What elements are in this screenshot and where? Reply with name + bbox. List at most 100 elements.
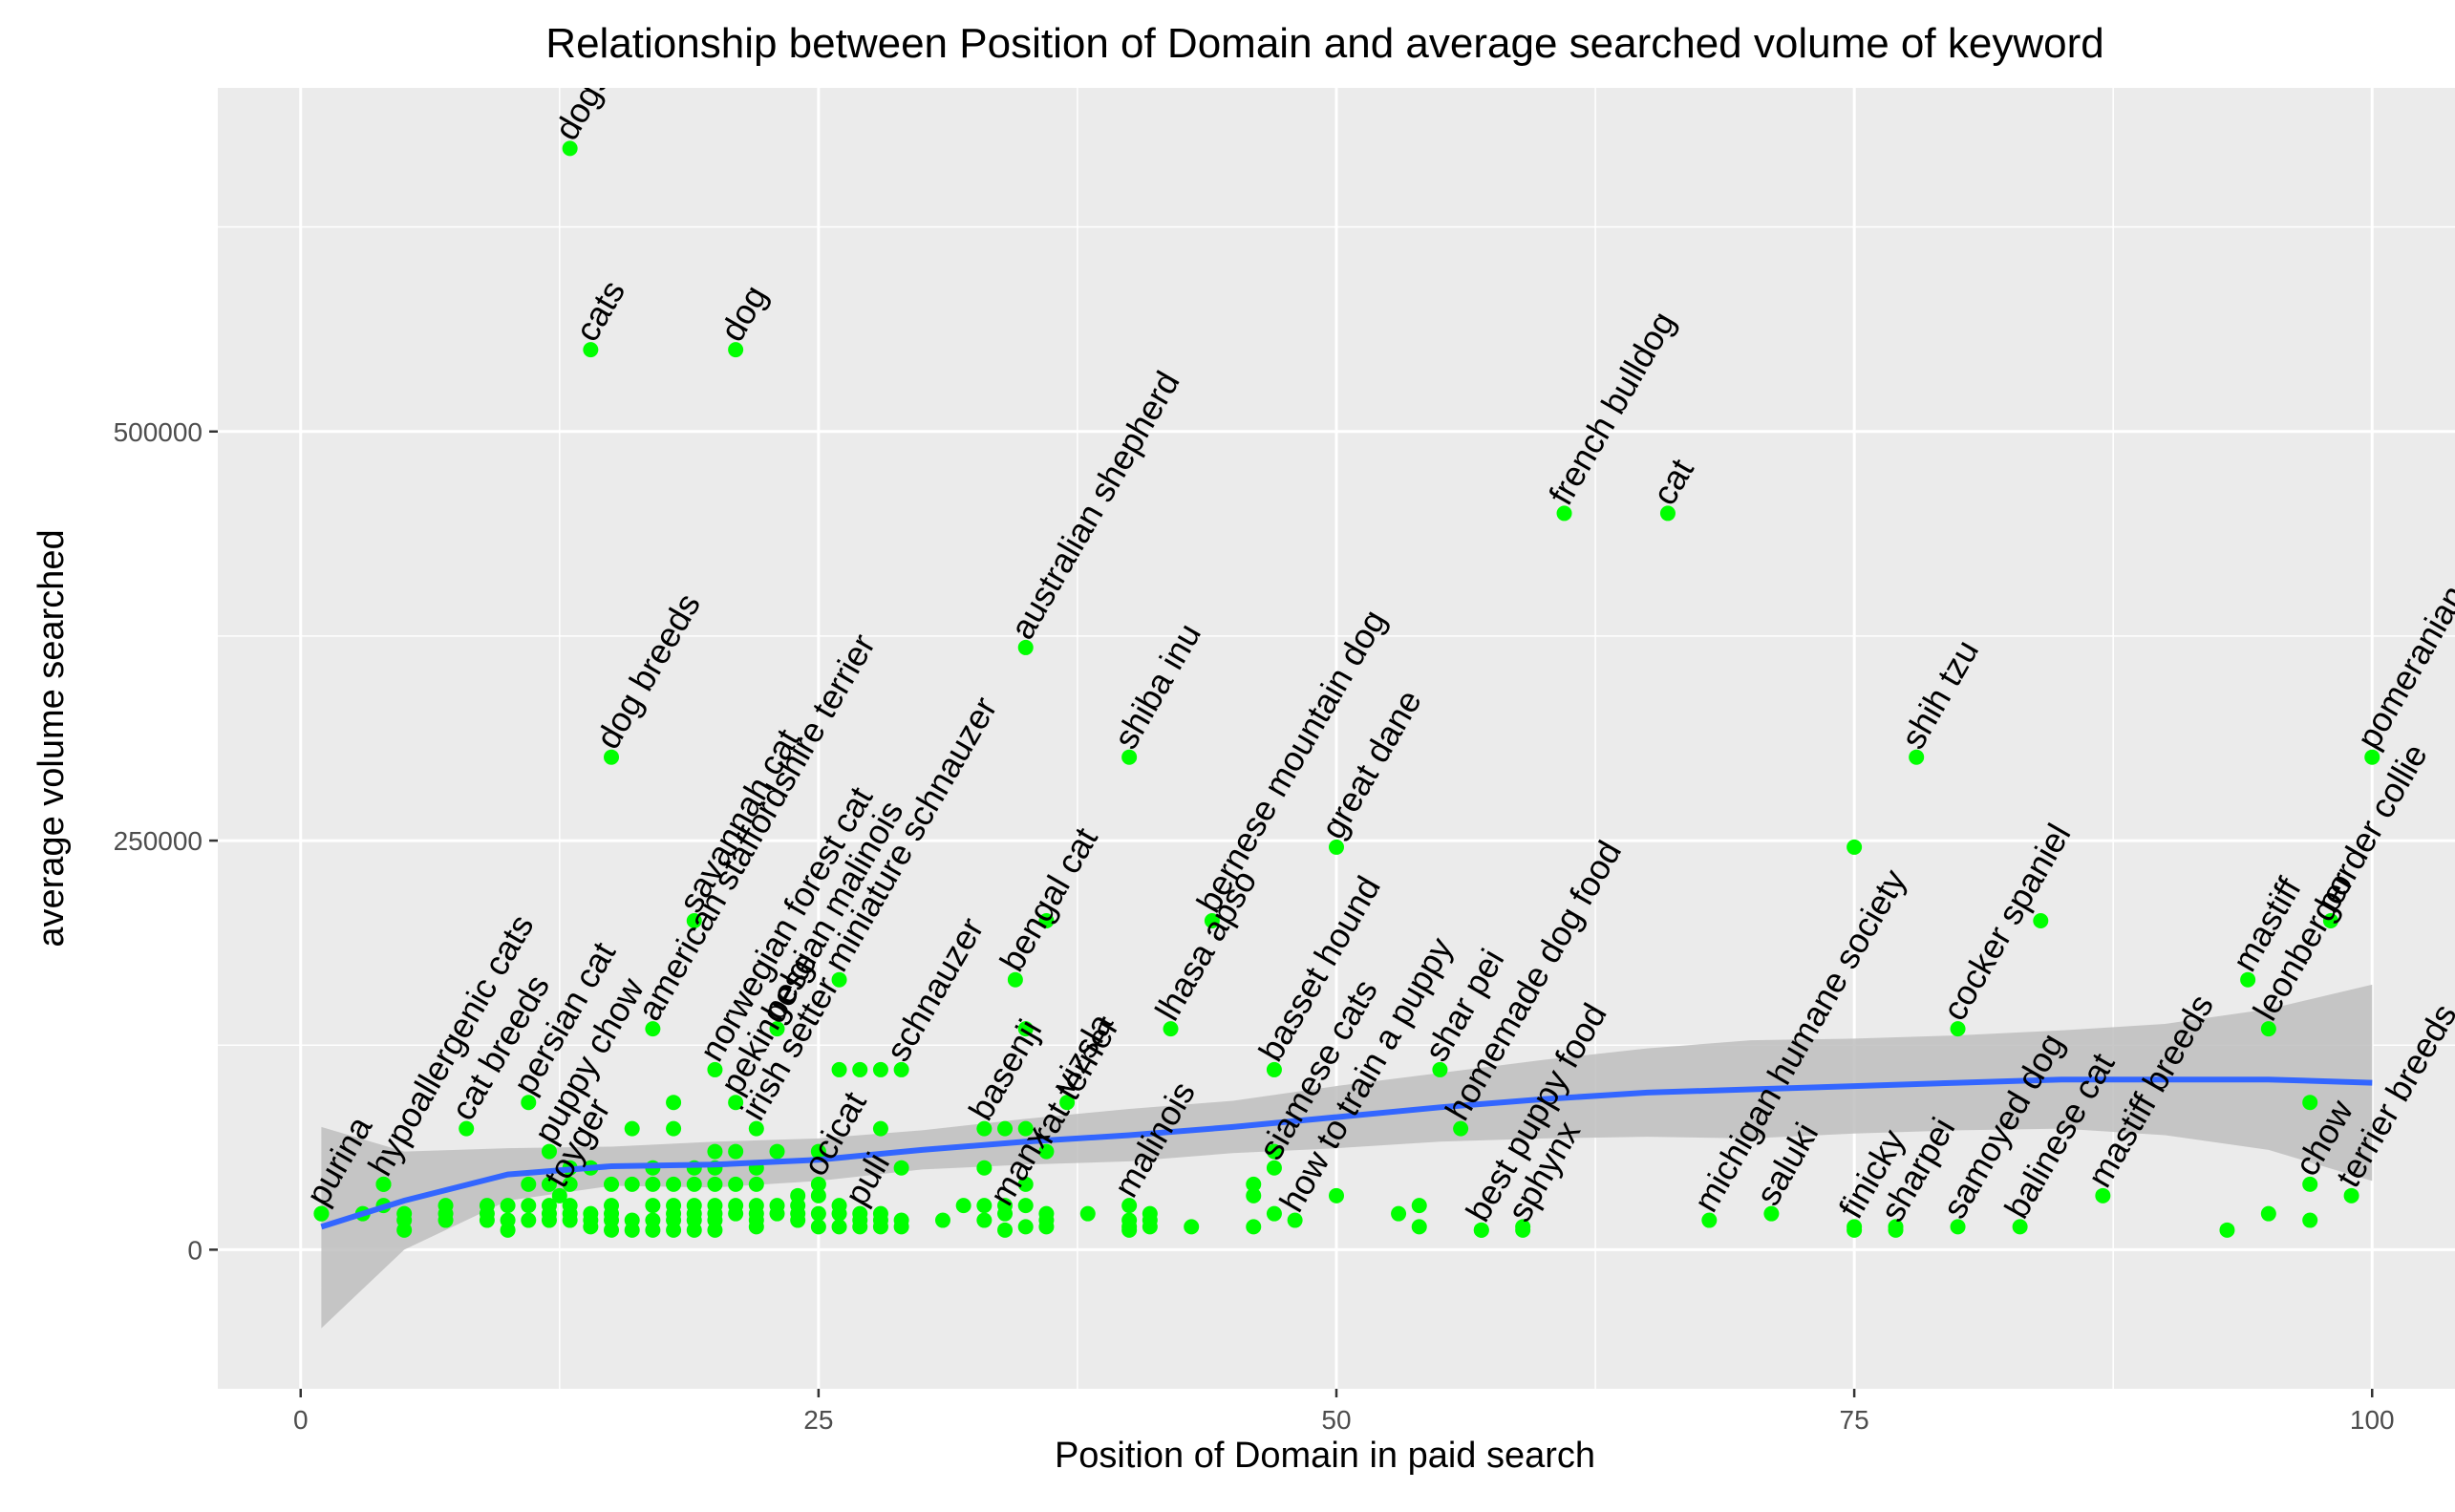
data-point — [1121, 1212, 1138, 1228]
data-point — [1266, 1205, 1282, 1222]
data-point — [624, 1176, 640, 1192]
data-point — [1017, 1219, 1034, 1235]
data-point — [707, 1143, 723, 1160]
data-point — [2302, 1212, 2318, 1228]
labeled-data-point — [1266, 1160, 1282, 1176]
labeled-data-point — [541, 1143, 557, 1160]
y-axis-ticks: 0 250000 500000 — [114, 417, 218, 1265]
labeled-data-point — [810, 1176, 826, 1192]
labeled-data-point — [1038, 1143, 1055, 1160]
data-point — [500, 1198, 516, 1214]
labeled-data-point — [2302, 1176, 2318, 1192]
data-point — [976, 1160, 993, 1176]
data-point — [810, 1205, 826, 1222]
labeled-data-point — [1950, 1219, 1966, 1235]
labeled-data-point — [2240, 971, 2256, 988]
data-point — [1329, 1187, 1344, 1203]
data-point — [2219, 1222, 2235, 1238]
y-tick-label: 0 — [187, 1235, 203, 1265]
data-point — [728, 1143, 744, 1160]
labeled-data-point — [1287, 1212, 1303, 1228]
labeled-data-point — [1163, 1021, 1179, 1037]
labeled-data-point — [583, 342, 599, 358]
data-point — [976, 1198, 993, 1214]
data-point — [1411, 1219, 1427, 1235]
data-point — [1246, 1176, 1262, 1192]
data-point — [872, 1205, 888, 1222]
labeled-data-point — [2322, 913, 2338, 929]
data-point — [645, 1198, 661, 1214]
data-point — [541, 1176, 557, 1192]
data-point — [831, 1198, 847, 1214]
labeled-data-point — [1659, 505, 1676, 522]
data-point — [769, 1198, 785, 1214]
data-point — [541, 1198, 557, 1214]
data-point — [666, 1095, 682, 1111]
data-point — [396, 1205, 413, 1222]
labeled-data-point — [1763, 1205, 1780, 1222]
data-point — [893, 1212, 909, 1228]
data-point — [1266, 1143, 1282, 1160]
data-point — [810, 1187, 826, 1203]
labeled-data-point — [1950, 1021, 1966, 1037]
data-point — [562, 1176, 578, 1192]
x-axis-ticks: 0 25 50 75 100 — [293, 1389, 2395, 1435]
labeled-data-point — [1329, 839, 1344, 855]
labeled-data-point — [707, 1061, 723, 1077]
data-point — [2302, 1095, 2318, 1111]
smooth-line-layer — [320, 1076, 2373, 1230]
labeled-data-point — [1515, 1222, 1531, 1238]
labeled-data-point — [997, 1205, 1014, 1222]
labeled-data-point — [1556, 505, 1572, 522]
confidence-band-layer — [321, 984, 2373, 1329]
data-point — [583, 1205, 599, 1222]
labeled-data-point — [1007, 971, 1023, 988]
data-point — [1079, 1205, 1096, 1222]
labeled-data-point — [1121, 1198, 1138, 1214]
data-point — [997, 1120, 1014, 1137]
labeled-data-point — [1701, 1212, 1718, 1228]
data-point — [728, 1176, 744, 1192]
confidence-band — [321, 984, 2373, 1329]
labeled-data-point — [1432, 1061, 1448, 1077]
labeled-data-point — [1266, 1061, 1282, 1077]
x-tick-label: 0 — [293, 1405, 309, 1435]
data-point — [666, 1198, 682, 1214]
labeled-data-point — [2095, 1187, 2111, 1203]
data-point — [872, 1120, 888, 1137]
data-point — [1246, 1187, 1262, 1203]
data-point — [521, 1176, 537, 1192]
labeled-data-point — [1473, 1222, 1489, 1238]
labeled-data-point — [1204, 913, 1220, 929]
data-point — [790, 1187, 806, 1203]
data-point — [1017, 1176, 1034, 1192]
labeled-data-point — [2364, 749, 2380, 765]
labeled-data-point — [604, 749, 620, 765]
labeled-data-point — [728, 1095, 744, 1111]
labeled-data-point — [551, 1187, 567, 1203]
labeled-data-point — [728, 342, 744, 358]
labeled-data-point — [2012, 1219, 2028, 1235]
labeled-data-point — [748, 1120, 764, 1137]
y-tick-label: 500000 — [114, 417, 203, 447]
data-point — [1017, 1198, 1034, 1214]
data-point — [1017, 1120, 1034, 1137]
labeled-data-point — [1059, 1095, 1076, 1111]
x-tick-label: 75 — [1840, 1405, 1869, 1435]
data-point — [748, 1176, 764, 1192]
labeled-data-point — [831, 971, 847, 988]
data-point — [831, 1219, 847, 1235]
labeled-data-point — [1847, 1219, 1863, 1235]
labeled-data-point — [976, 1120, 993, 1137]
data-point — [769, 1143, 785, 1160]
data-point — [1017, 1021, 1034, 1037]
x-tick-label: 50 — [1321, 1405, 1351, 1435]
data-point — [1246, 1219, 1262, 1235]
data-point — [810, 1143, 826, 1160]
data-point — [2260, 1205, 2276, 1222]
smooth-line — [320, 1076, 2373, 1230]
data-point — [852, 1061, 868, 1077]
data-point — [666, 1120, 682, 1137]
data-point — [562, 1198, 578, 1214]
data-point — [624, 1120, 640, 1137]
